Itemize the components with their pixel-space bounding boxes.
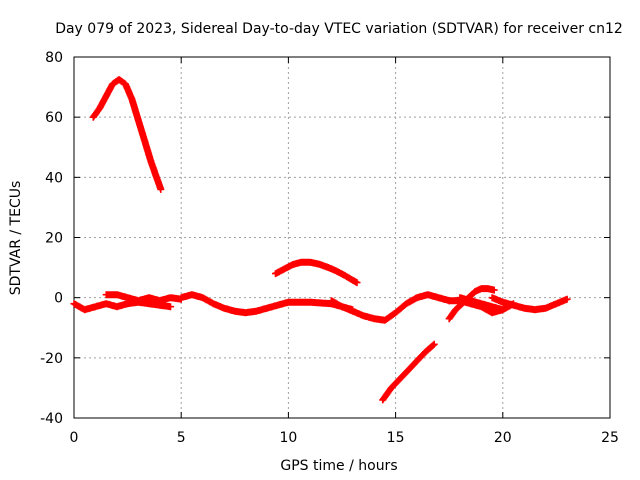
y-tick-label: 40	[45, 170, 63, 186]
series-arc-6	[327, 291, 453, 324]
series-arc-3	[102, 291, 185, 305]
data-point-markers	[488, 294, 571, 314]
series-arc-7	[379, 340, 438, 404]
series-arc-5	[272, 258, 361, 287]
x-tick-label: 15	[387, 430, 405, 446]
data-point-markers	[102, 291, 185, 305]
x-tick-label: 20	[494, 430, 512, 446]
data-point-markers	[177, 291, 357, 317]
x-tick-label: 10	[279, 430, 297, 446]
y-tick-label: -20	[40, 351, 63, 367]
y-tick-label: 80	[45, 50, 63, 66]
x-tick-label: 5	[177, 430, 186, 446]
series-arc-1	[89, 76, 165, 193]
axis-ticks	[73, 56, 611, 419]
series-arc-4	[177, 291, 357, 317]
series-arc-11	[456, 294, 507, 314]
y-tick-label: 20	[45, 231, 63, 247]
data-point-markers	[272, 258, 361, 287]
y-tick-labels: -40 -20 0 20 40 60 80	[40, 50, 63, 427]
y-tick-label: 0	[54, 291, 63, 307]
y-tick-label: 60	[45, 110, 63, 126]
x-axis-label: GPS time / hours	[280, 458, 397, 474]
data-point-markers	[327, 291, 453, 324]
series-arc-10	[488, 294, 571, 314]
data-points	[70, 76, 571, 404]
x-tick-label: 0	[70, 430, 79, 446]
grid-lines	[74, 57, 610, 418]
y-tick-label: -40	[40, 411, 63, 427]
y-axis-label: SDTVAR / TECUs	[8, 181, 24, 296]
data-point-markers	[456, 294, 507, 314]
x-tick-labels: 0 5 10 15 20 25	[70, 430, 619, 446]
data-point-markers	[89, 76, 165, 193]
chart-title: Day 079 of 2023, Sidereal Day-to-day VTE…	[55, 21, 623, 37]
data-point-markers	[379, 340, 438, 404]
x-tick-label: 25	[601, 430, 619, 446]
